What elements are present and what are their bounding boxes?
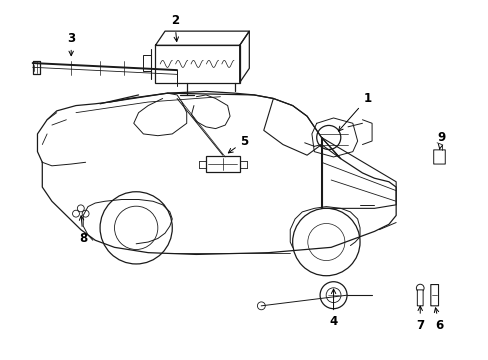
Text: 6: 6	[433, 308, 443, 332]
FancyBboxPatch shape	[430, 284, 438, 306]
Text: 1: 1	[338, 92, 370, 131]
Text: 2: 2	[170, 14, 179, 41]
Text: 8: 8	[79, 216, 87, 245]
FancyBboxPatch shape	[433, 150, 445, 164]
Text: 3: 3	[67, 32, 75, 56]
FancyBboxPatch shape	[205, 156, 239, 172]
FancyBboxPatch shape	[155, 45, 239, 82]
FancyBboxPatch shape	[416, 290, 422, 306]
Text: 9: 9	[437, 131, 445, 149]
FancyBboxPatch shape	[143, 55, 150, 71]
Text: 5: 5	[228, 135, 248, 153]
Text: 7: 7	[415, 306, 424, 332]
Text: 4: 4	[329, 289, 337, 328]
